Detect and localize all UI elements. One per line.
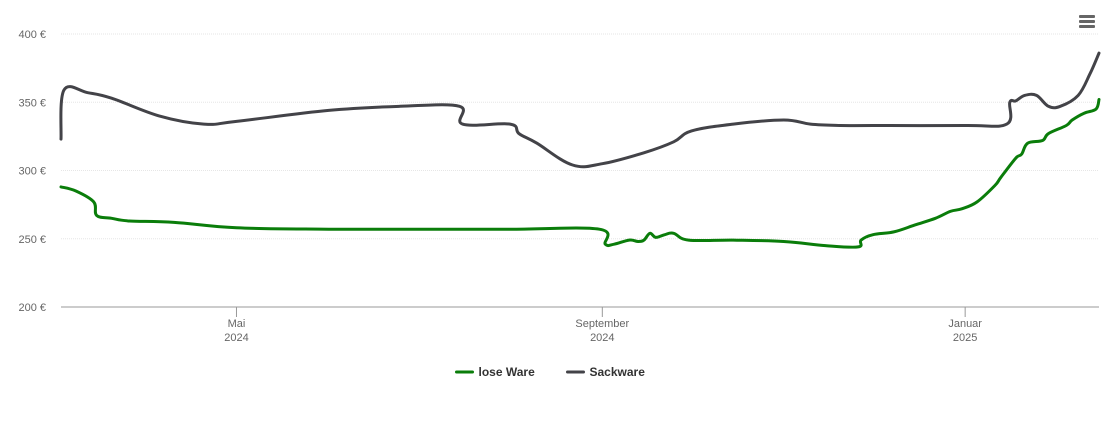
series-line-sackware — [59, 51, 1101, 169]
series-line-lose-ware — [59, 98, 1101, 249]
x-axis: Mai 2024 September 2024 Januar 2025 — [61, 306, 1099, 344]
x-tick-year-label: 2024 — [590, 332, 614, 344]
x-tick-month-label: September — [575, 318, 629, 330]
legend-item-lose-ware[interactable]: lose Ware — [455, 365, 536, 379]
series-layer — [59, 51, 1101, 249]
x-tick-month-label: Mai — [228, 318, 246, 330]
legend-item-sackware[interactable]: Sackware — [566, 365, 646, 379]
legend-label: lose Ware — [479, 365, 536, 379]
grid-layer — [61, 33, 1099, 240]
y-tick-label: 200 € — [18, 302, 46, 314]
x-tick-month-label: Januar — [948, 318, 982, 330]
x-tick-year-label: 2025 — [953, 332, 977, 344]
legend[interactable]: lose Ware Sackware — [455, 365, 646, 379]
y-tick-label: 400 € — [18, 29, 46, 41]
y-tick-label: 300 € — [18, 166, 46, 178]
y-tick-label: 350 € — [18, 97, 46, 109]
legend-label: Sackware — [590, 365, 646, 379]
x-tick-year-label: 2024 — [224, 332, 248, 344]
y-axis: 200 € 250 € 300 € 350 € 400 € — [18, 29, 46, 314]
hamburger-menu-icon[interactable] — [1072, 8, 1102, 34]
y-tick-label: 250 € — [18, 234, 46, 246]
